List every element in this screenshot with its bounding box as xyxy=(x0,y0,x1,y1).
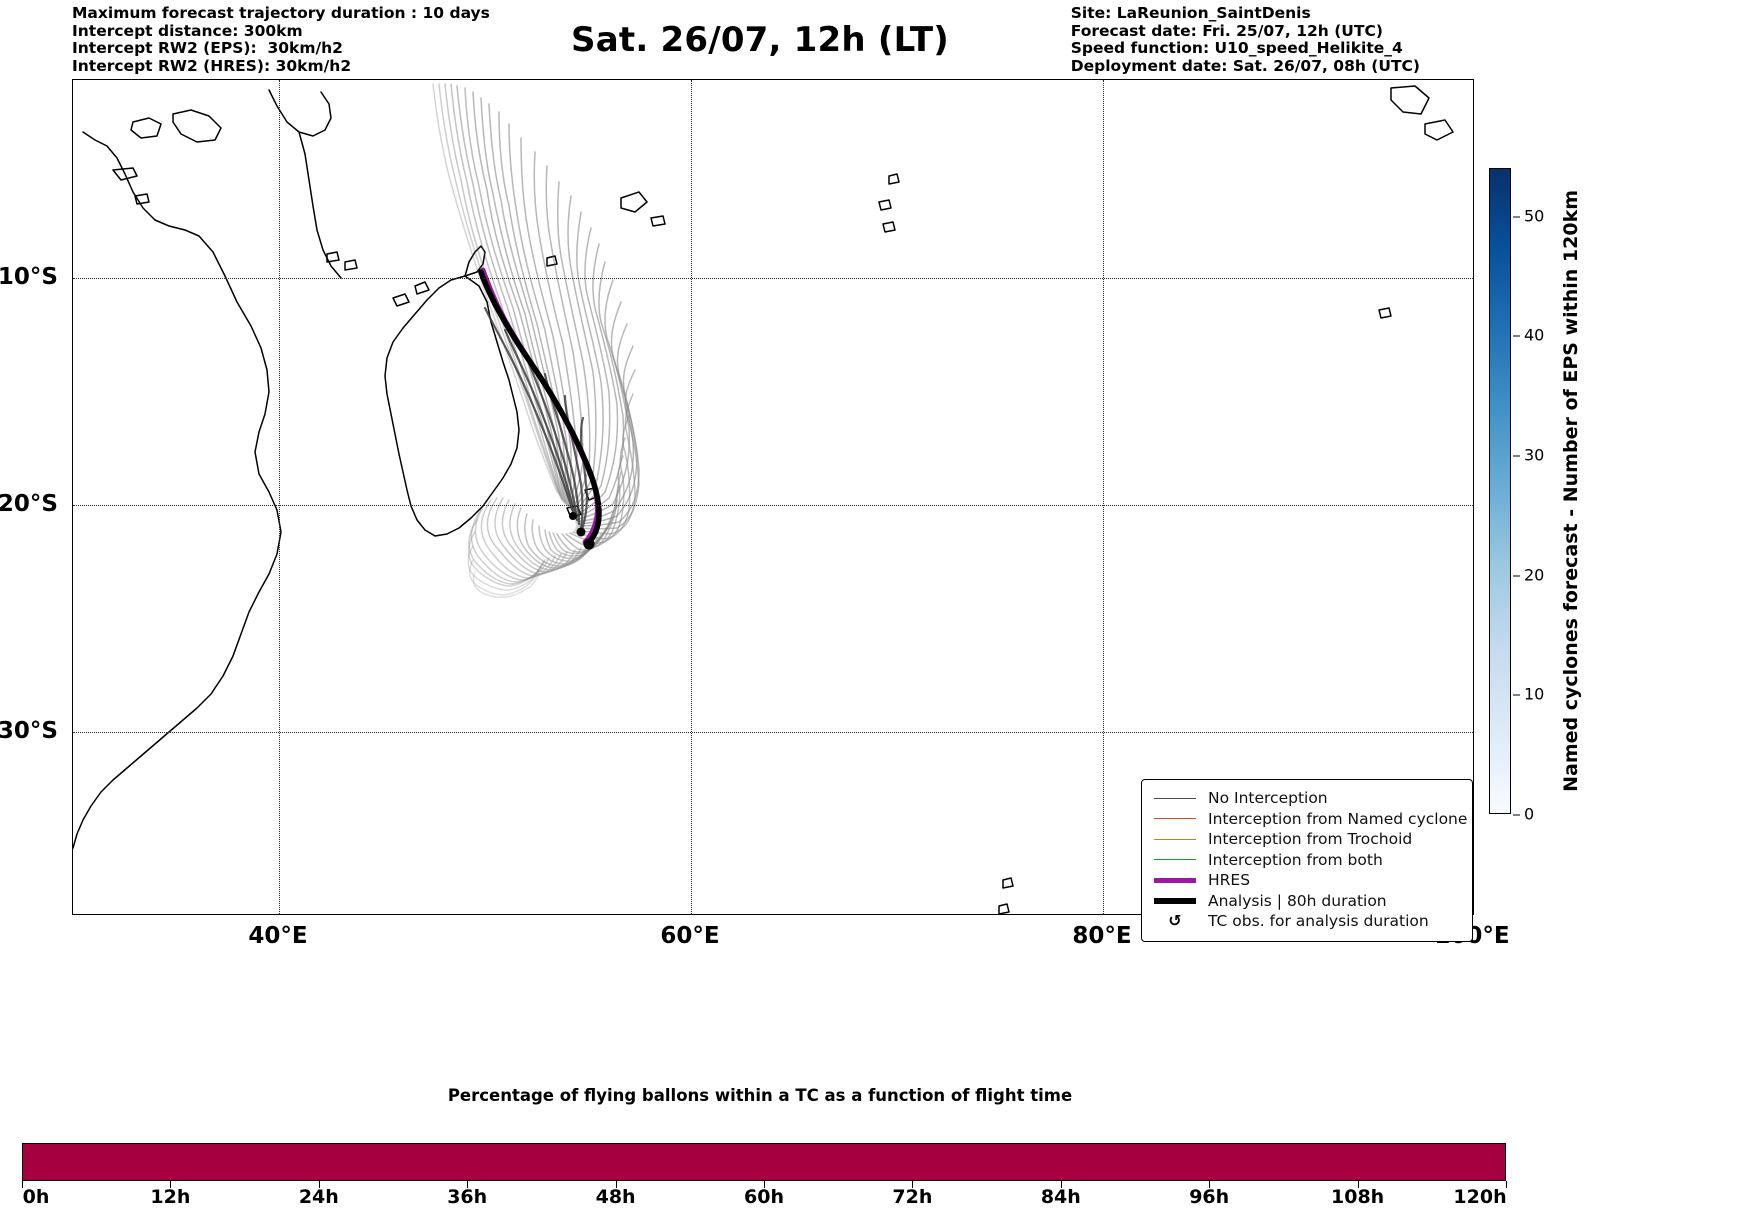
bottom-bar-tick-mark xyxy=(1357,1181,1359,1188)
bottom-bar-tick-label: 96h xyxy=(1189,1186,1230,1208)
legend-item-tc-observation: ↺ TC obs. for analysis duration xyxy=(1152,911,1462,932)
legend-line-icon xyxy=(1154,797,1196,799)
gridline-vertical xyxy=(691,80,692,914)
flight-time-bar-axes xyxy=(22,1143,1506,1181)
y-axis-tick: 10°S xyxy=(0,264,58,290)
legend-swatch-analysis xyxy=(1152,897,1198,904)
legend-line-icon xyxy=(1154,838,1196,840)
colorbar-tick: 20 xyxy=(1513,565,1544,584)
bottom-bar-tick-label: 120h xyxy=(1453,1186,1507,1208)
flight-time-bar-fill xyxy=(23,1144,1505,1180)
legend-item-label: TC obs. for analysis duration xyxy=(1208,912,1429,931)
bottom-bar-tick-label: 12h xyxy=(150,1186,191,1208)
colorbar-tick-label: 30 xyxy=(1524,445,1545,465)
legend-item-analysis: Analysis | 80h duration xyxy=(1152,891,1462,912)
colorbar-tick-label: 10 xyxy=(1524,684,1545,704)
eps-core-bundle-layer xyxy=(483,306,589,534)
colorbar-tick-label: 40 xyxy=(1524,325,1545,345)
gridline-horizontal xyxy=(73,732,1473,733)
y-axis-tick: 20°S xyxy=(0,491,58,517)
colorbar-tick-label: 20 xyxy=(1524,565,1545,585)
legend-item-label: Interception from Trochoid xyxy=(1208,830,1413,849)
gridline-horizontal xyxy=(73,278,1473,279)
legend-item-interception-trochoid: Interception from Trochoid xyxy=(1152,829,1462,850)
legend-item-label: HRES xyxy=(1208,871,1251,890)
colorbar-tick: 30 xyxy=(1513,446,1544,465)
bottom-bar-tick-label: 48h xyxy=(595,1186,636,1208)
forecast-settings-annotation: Maximum forecast trajectory duration : 1… xyxy=(72,4,490,75)
flight-time-bar-panel xyxy=(22,1143,1506,1181)
bottom-bar-tick-mark xyxy=(912,1181,914,1188)
bottom-bar-tick-label: 0h xyxy=(22,1186,50,1208)
bottom-bar-tick-mark xyxy=(1060,1181,1062,1188)
eps-trajectories-layer xyxy=(432,83,640,599)
gridline-vertical xyxy=(279,80,280,914)
bottom-bar-tick-mark xyxy=(22,1181,23,1188)
colorbar-tick-label: 0 xyxy=(1524,804,1535,824)
x-axis-tick: 40°E xyxy=(248,923,308,949)
bottom-bar-tick-mark xyxy=(318,1181,320,1188)
colorbar xyxy=(1489,168,1511,814)
map-panel: 10°S 20°S 30°S 40°E 60°E 80°E 100°E xyxy=(0,79,1510,949)
map-legend: No Interception Interception from Named c… xyxy=(1141,779,1473,942)
colorbar-tick: 40 xyxy=(1513,326,1544,345)
bottom-bar-tick-label: 60h xyxy=(744,1186,784,1208)
legend-item-interception-both: Interception from both xyxy=(1152,850,1462,871)
colorbar-label: Named cyclones forecast - Number of EPS … xyxy=(1556,168,1586,814)
bottom-bar-tick-mark xyxy=(467,1181,469,1188)
gridline-horizontal xyxy=(73,505,1473,506)
legend-item-label: Interception from Named cyclone xyxy=(1208,809,1468,828)
trajectory-plot xyxy=(73,83,1454,914)
legend-line-icon xyxy=(1154,877,1196,883)
colorbar-tick-label: 50 xyxy=(1524,206,1545,226)
bottom-bar-tick-label: 36h xyxy=(447,1186,488,1208)
bottom-bar-tick-mark xyxy=(615,1181,617,1188)
tc-cyclone-icon: ↺ xyxy=(1168,911,1182,931)
y-axis-tick: 30°S xyxy=(0,718,58,744)
legend-item-hres: HRES xyxy=(1152,870,1462,891)
legend-item-label: Analysis | 80h duration xyxy=(1208,891,1387,910)
legend-swatch-tc-observation: ↺ xyxy=(1152,913,1198,929)
site-metadata-annotation: Site: LaReunion_SaintDenis Forecast date… xyxy=(1070,4,1420,75)
bottom-bar-tick-label: 72h xyxy=(892,1186,933,1208)
bottom-bar-tick-mark xyxy=(764,1181,765,1188)
bottom-bar-tick-mark xyxy=(1209,1181,1211,1188)
bottom-bar-tick-label: 84h xyxy=(1040,1186,1081,1208)
x-axis-tick: 60°E xyxy=(660,923,720,949)
legend-swatch-interception-both xyxy=(1152,859,1198,861)
legend-item-label: No Interception xyxy=(1208,789,1328,808)
gridline-vertical xyxy=(1103,80,1104,914)
tc-observation-markers xyxy=(569,512,595,550)
legend-line-icon xyxy=(1154,897,1196,904)
x-axis-tick: 80°E xyxy=(1072,923,1132,949)
bottom-bar-title: Percentage of flying ballons within a TC… xyxy=(447,1086,1073,1105)
legend-swatch-hres xyxy=(1152,877,1198,883)
legend-item-label: Interception from both xyxy=(1208,850,1383,869)
analysis-trajectory xyxy=(478,269,602,545)
colorbar-tick: 10 xyxy=(1513,685,1544,704)
colorbar-tick: 0 xyxy=(1513,805,1534,824)
legend-line-icon xyxy=(1154,818,1196,820)
legend-line-icon xyxy=(1154,859,1196,861)
map-axes xyxy=(72,79,1474,915)
bottom-bar-tick-mark xyxy=(1506,1181,1507,1188)
legend-swatch-interception-named-cyclone xyxy=(1152,818,1198,820)
bottom-bar-tick-mark xyxy=(170,1181,172,1188)
colorbar-label-text: Named cyclones forecast - Number of EPS … xyxy=(1560,190,1582,792)
gridline-vertical xyxy=(1473,80,1474,914)
bottom-bar-tick-label: 108h xyxy=(1331,1186,1385,1208)
legend-swatch-no-interception xyxy=(1152,797,1198,799)
legend-item-interception-named-cyclone: Interception from Named cyclone xyxy=(1152,809,1467,830)
legend-swatch-interception-trochoid xyxy=(1152,838,1198,840)
coastlines-layer xyxy=(73,85,1454,914)
page-title: Sat. 26/07, 12h (LT) xyxy=(571,20,949,60)
legend-item-no-interception: No Interception xyxy=(1152,788,1462,809)
colorbar-tick: 50 xyxy=(1513,206,1544,225)
bottom-bar-tick-label: 24h xyxy=(298,1186,339,1208)
